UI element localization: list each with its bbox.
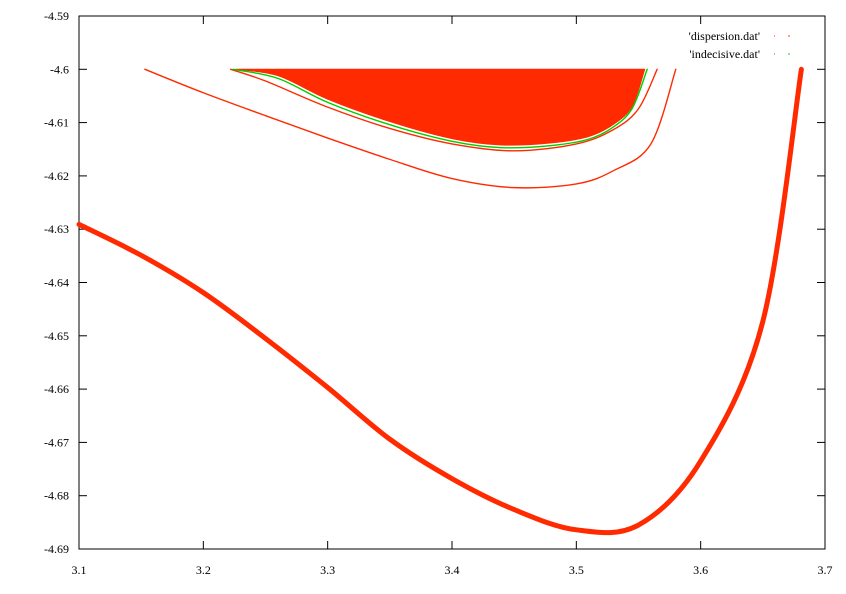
series-layer: [76, 66, 804, 536]
y-tick-label: -4.61: [44, 116, 69, 130]
x-tick-label: 3.2: [196, 563, 211, 577]
y-tick-label: -4.59: [44, 9, 69, 23]
y-tick-label: -4.65: [44, 329, 69, 343]
y-tick-label: -4.67: [44, 435, 69, 449]
legend-label: 'dispersion.dat': [689, 29, 760, 43]
x-tick-label: 3.4: [445, 563, 460, 577]
x-tick-label: 3.6: [693, 563, 708, 577]
x-tick-label: 3.3: [320, 563, 335, 577]
dispersion-filled-region: [235, 68, 646, 146]
legend-label: 'indecisive.dat': [689, 47, 760, 61]
y-tick-label: -4.6: [50, 62, 69, 76]
y-tick-label: -4.62: [44, 169, 69, 183]
y-tick-label: -4.69: [44, 542, 69, 556]
y-tick-label: -4.66: [44, 382, 69, 396]
x-axis-ticks: 3.1 3.2 3.3 3.4 3.5 3.6 3.7: [72, 16, 833, 577]
y-axis-ticks: -4.59 -4.6 -4.61 -4.62 -4.63 -4.64 -4.65 -4.66 -…: [44, 9, 825, 556]
x-tick-label: 3.7: [818, 563, 833, 577]
y-tick-label: -4.64: [44, 276, 69, 290]
y-tick-label: -4.63: [44, 222, 69, 236]
dispersion-curve: [229, 68, 658, 152]
dispersion-curve: [144, 68, 677, 189]
legend: 'dispersion.dat' 'indecisive.dat': [689, 29, 804, 61]
x-tick-label: 3.5: [569, 563, 584, 577]
x-tick-label: 3.1: [72, 563, 87, 577]
indecisive-curve: [232, 68, 648, 149]
y-tick-label: -4.68: [44, 489, 69, 503]
legend-marker: [788, 53, 790, 55]
legend-marker: [788, 35, 790, 37]
dispersion-curve: [76, 66, 804, 536]
